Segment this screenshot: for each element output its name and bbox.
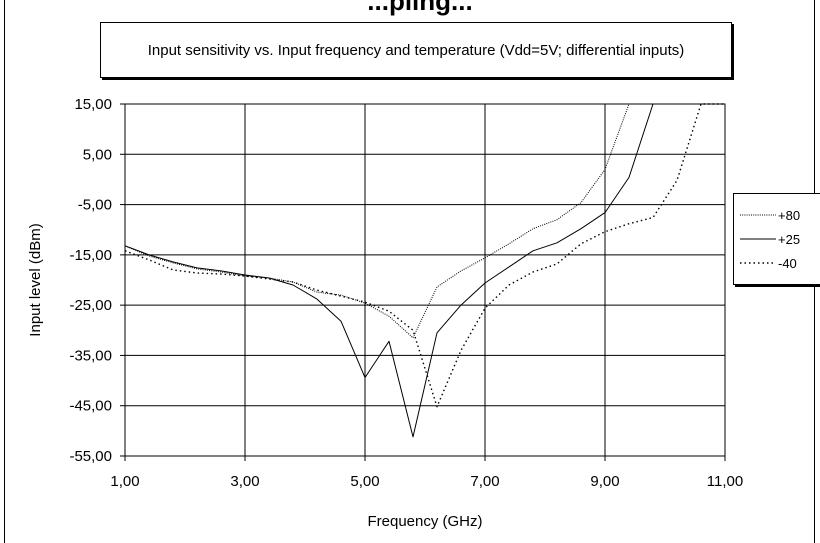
legend-label-plus-80: +80 (778, 207, 801, 223)
grid-lines (125, 104, 725, 456)
y-tick-label: -15,00 (69, 247, 112, 264)
x-tick-label: 11,00 (707, 473, 743, 490)
y-tick-label: -55,00 (69, 448, 112, 465)
frame-left-border (4, 0, 5, 543)
series-line-plus-25 (124, 103, 725, 438)
legend-swatch-plus-80 (740, 214, 776, 216)
legend-swatch-minus-40 (740, 262, 776, 264)
series-line-plus-80 (124, 103, 725, 339)
x-tick-label: 3,00 (230, 473, 259, 490)
y-axis-label: Input level (dBm) (27, 223, 44, 336)
legend-label-minus-40: -40 (778, 255, 797, 271)
x-axis-label: Frequency (GHz) (367, 513, 482, 530)
y-tick-label: 5,00 (83, 146, 112, 163)
legend: +80 +25 -40 (733, 193, 820, 285)
y-tick-label: -35,00 (69, 347, 112, 364)
legend-label-plus-25: +25 (778, 231, 801, 247)
x-tick-label: 7,00 (470, 473, 499, 490)
legend-swatch-plus-25 (740, 238, 776, 240)
x-tick-label: 1,00 (110, 473, 139, 490)
page-heading: ...pling... (367, 0, 473, 16)
y-tick-label: -45,00 (69, 398, 112, 415)
series-lines (124, 103, 725, 438)
y-tick-label: -5,00 (78, 197, 112, 214)
y-tick-label: -25,00 (69, 297, 112, 314)
legend-item-plus-80: +80 (740, 207, 801, 223)
chart-title: Input sensitivity vs. Input frequency an… (147, 41, 685, 59)
series-line-minus-40 (124, 103, 725, 408)
legend-item-plus-25: +25 (740, 231, 801, 247)
tick-labels: 1,00 3,00 5,00 7,00 9,00 11,00 15,00 5,00 -5,00 -… (69, 96, 743, 490)
x-tick-label: 5,00 (350, 473, 379, 490)
legend-item-minus-40: -40 (740, 255, 797, 271)
y-tick-label: 15,00 (74, 96, 112, 113)
x-tick-label: 9,00 (590, 473, 619, 490)
plot-area (124, 103, 726, 457)
chart-title-box: Input sensitivity vs. Input frequency an… (100, 22, 732, 78)
